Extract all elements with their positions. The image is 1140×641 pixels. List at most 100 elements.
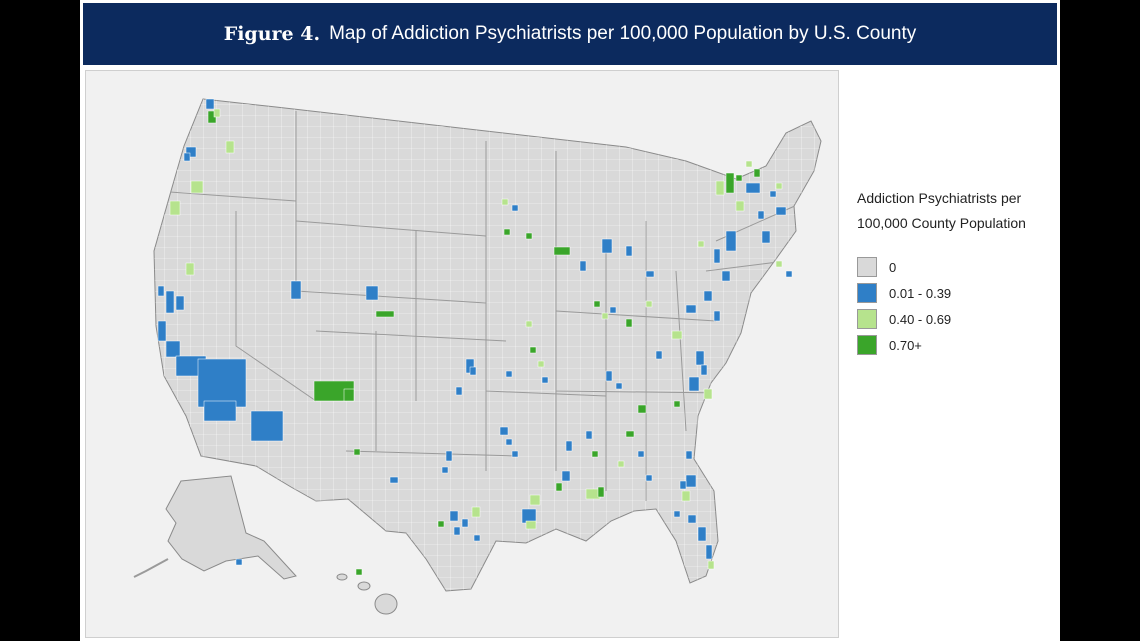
county-highlight <box>561 470 571 482</box>
county-highlight <box>157 320 167 342</box>
county-highlight <box>525 520 537 530</box>
county-highlight <box>555 482 563 492</box>
county-highlight <box>290 280 302 300</box>
alaska <box>133 475 297 580</box>
county-highlight <box>757 210 765 220</box>
county-highlight <box>505 438 513 446</box>
county-highlight <box>375 310 395 318</box>
county-highlight <box>601 312 609 320</box>
legend-label: 0.40 - 0.69 <box>889 311 952 327</box>
county-highlight <box>453 526 461 536</box>
legend-item: 0.01 - 0.39 <box>857 280 1057 306</box>
county-highlight <box>565 440 573 452</box>
county-highlight <box>537 360 545 368</box>
county-highlight <box>745 160 753 168</box>
county-highlight <box>615 382 623 390</box>
figure-frame: Figure 4. Map of Addiction Psychiatrists… <box>80 0 1060 641</box>
county-highlight <box>775 260 783 268</box>
county-highlight <box>673 510 681 518</box>
county-highlight <box>735 200 745 212</box>
county-highlight <box>525 320 533 328</box>
legend-title: Addiction Psychiatrists per 100,000 Coun… <box>857 186 1057 236</box>
county-highlight <box>185 262 195 276</box>
county-highlight <box>455 386 463 396</box>
county-highlight <box>437 520 445 528</box>
state-borders <box>155 111 807 501</box>
county-highlight <box>190 180 204 194</box>
county-highlight <box>157 285 165 297</box>
hawaii-island-maui <box>357 581 371 591</box>
county-highlight <box>175 295 185 311</box>
county-highlight <box>235 558 243 566</box>
county-highlight <box>473 534 481 542</box>
county-highlight <box>593 300 601 308</box>
county-highlight <box>625 430 635 438</box>
legend-swatch <box>857 283 877 303</box>
county-highlight <box>205 98 215 110</box>
highlighted-counties <box>157 98 793 576</box>
county-highlight <box>645 474 653 482</box>
county-highlight <box>353 448 361 456</box>
county-highlight <box>511 204 519 212</box>
legend-label: 0 <box>889 259 897 275</box>
county-highlight <box>645 300 653 308</box>
county-highlight <box>625 245 633 257</box>
county-highlight <box>703 290 713 302</box>
county-highlight <box>601 238 613 254</box>
legend-item: 0 <box>857 254 1057 280</box>
county-highlight <box>585 430 593 440</box>
county-highlight <box>697 240 705 248</box>
county-highlight <box>637 404 647 414</box>
county-highlight <box>673 400 681 408</box>
county-highlight <box>511 450 519 458</box>
county-highlight <box>471 506 481 518</box>
county-highlight <box>697 526 707 542</box>
county-highlight <box>705 544 713 560</box>
hawaii-island-big <box>374 593 398 615</box>
county-highlight <box>753 168 761 178</box>
county-highlight <box>591 450 599 458</box>
map-legend: Addiction Psychiatrists per 100,000 Coun… <box>857 186 1057 358</box>
county-highlight <box>745 182 761 194</box>
county-highlight <box>769 190 777 198</box>
county-highlight <box>775 206 787 216</box>
county-highlight <box>605 370 613 382</box>
county-highlight <box>655 350 663 360</box>
county-highlight <box>700 364 708 376</box>
county-highlight <box>529 346 537 354</box>
us-county-map <box>133 98 822 615</box>
county-highlight <box>441 466 449 474</box>
county-highlight <box>169 200 181 216</box>
county-highlight <box>185 146 197 158</box>
county-highlight <box>461 518 469 528</box>
legend-items: 0 0.01 - 0.39 0.40 - 0.69 0.70+ <box>857 254 1057 358</box>
county-highlight <box>355 568 363 576</box>
county-highlight <box>503 228 511 236</box>
county-highlight <box>499 426 509 436</box>
hawaii <box>336 573 398 615</box>
legend-item: 0.40 - 0.69 <box>857 306 1057 332</box>
county-highlight <box>541 376 549 384</box>
county-highlight <box>250 410 284 442</box>
county-highlight <box>445 450 453 462</box>
county-highlight <box>449 510 459 522</box>
county-highlight <box>183 152 191 162</box>
county-highlight <box>715 180 725 196</box>
aleutian-islands <box>133 558 169 578</box>
county-highlight <box>389 476 399 484</box>
county-highlight <box>597 486 605 498</box>
county-highlight <box>213 108 221 118</box>
county-highlight <box>529 494 541 506</box>
county-highlight <box>687 514 697 524</box>
county-highlight <box>725 172 735 194</box>
county-highlight <box>703 388 713 400</box>
legend-item: 0.70+ <box>857 332 1057 358</box>
county-highlight <box>645 270 655 278</box>
legend-swatch <box>857 309 877 329</box>
county-highlight <box>685 450 693 460</box>
legend-title-line: 100,000 County Population <box>857 215 1026 231</box>
county-highlight <box>609 306 617 314</box>
county-highlight <box>501 198 509 206</box>
county-highlight <box>725 230 737 252</box>
figure-title: Map of Addiction Psychiatrists per 100,0… <box>329 23 917 44</box>
